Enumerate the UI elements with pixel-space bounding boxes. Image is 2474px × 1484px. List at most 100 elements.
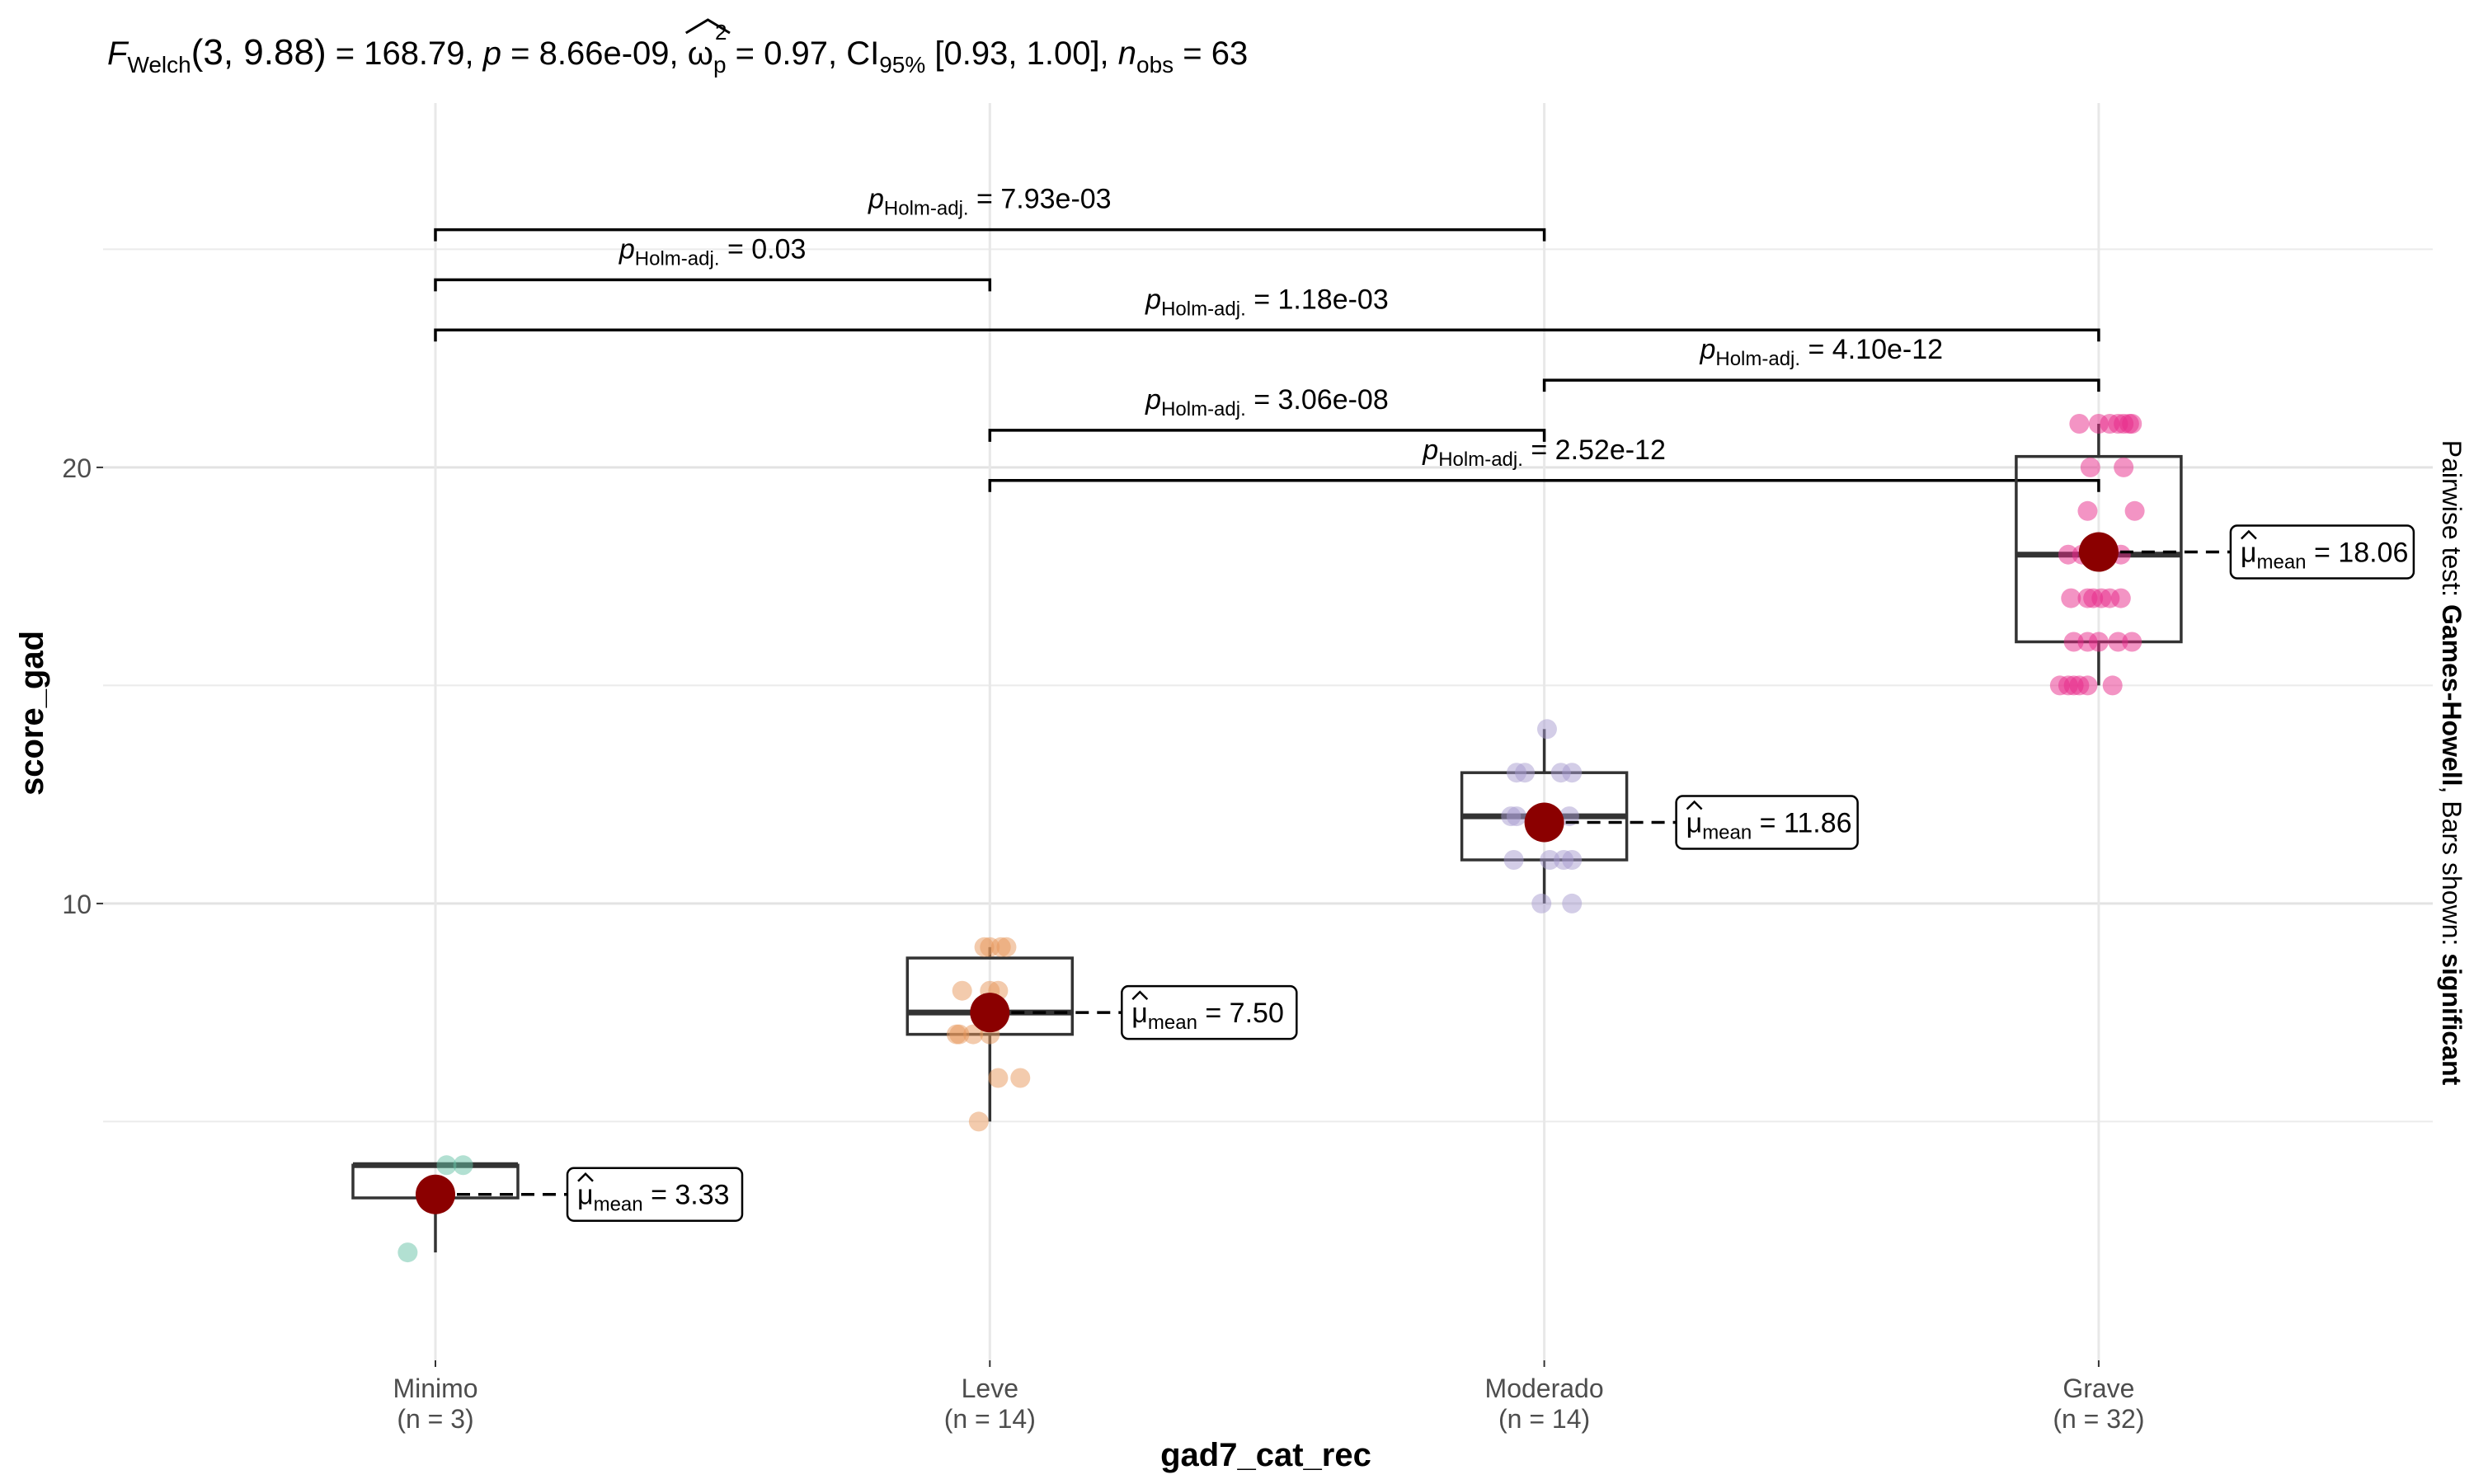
data-point [1562, 893, 1583, 913]
title-omega-sub: p [713, 52, 727, 77]
y-axis-title: score_gad [14, 631, 50, 796]
data-point [1531, 893, 1552, 913]
comparison-bracket [434, 228, 1546, 242]
data-point [2069, 414, 2090, 434]
title-n-sub: obs [1136, 52, 1174, 77]
title-omega-hat [684, 18, 731, 35]
data-point [2077, 675, 2098, 696]
data-point [2122, 414, 2142, 434]
data-point [1540, 850, 1560, 870]
data-points [397, 414, 2145, 1263]
data-point [2077, 500, 2098, 521]
title-p-value: = 8.66e-09, [501, 35, 688, 72]
y-tick-label: 20 [62, 453, 92, 483]
title-ci-value: [0.93, 1.00], [925, 35, 1118, 72]
data-point [2063, 632, 2084, 652]
data-point [1506, 806, 1526, 827]
comparison-bracket [988, 429, 1546, 442]
title-n-value: = 63 [1174, 35, 1248, 72]
y-axis: 10 20 [62, 453, 103, 919]
data-point [436, 1155, 457, 1176]
data-point [1562, 763, 1583, 783]
mean-label: μmean = 3.33 [577, 1180, 730, 1216]
caption-prefix: Pairwise test: [2437, 440, 2467, 604]
comparison-brackets: pHolm-adj. = 7.93e-03 pHolm-adj. = 0.03 pH… [434, 184, 2100, 492]
comparison-label: pHolm-adj. = 1.18e-03 [1145, 284, 1389, 320]
title-stat: = 168.79, [327, 35, 483, 72]
chart-title: FWelch(3, 9.88) = 168.79, p = 8.66e-09, … [107, 32, 1248, 77]
comparison-label: pHolm-adj. = 0.03 [618, 233, 807, 270]
x-tick-label: Moderado [1485, 1374, 1604, 1403]
data-point [988, 1068, 1009, 1088]
mean-hat [577, 1172, 594, 1182]
data-point [2080, 457, 2100, 477]
mean-label-box [1675, 795, 1859, 850]
data-point [2102, 675, 2123, 696]
title-p: p [482, 35, 501, 72]
x-tick-label: Leve [962, 1374, 1018, 1403]
data-point [2110, 588, 2131, 608]
data-point [963, 1024, 984, 1045]
mean-point [416, 1174, 455, 1214]
title-df: (3, 9.88) [191, 32, 327, 73]
x-tick-count: (n = 14) [944, 1404, 1036, 1434]
data-point [2061, 588, 2081, 608]
comparison-bracket [434, 278, 992, 292]
mean-hat [1131, 990, 1149, 1001]
x-tick-count: (n = 14) [1498, 1404, 1590, 1434]
data-point [2124, 500, 2145, 521]
x-tick-label: Minimo [393, 1374, 477, 1403]
x-tick-count: (n = 3) [397, 1404, 473, 1434]
title-f: F [107, 35, 129, 72]
comparison-bracket [434, 328, 2100, 342]
data-point [949, 1024, 970, 1045]
caption-test: Games-Howell [2437, 604, 2467, 787]
data-point [996, 937, 1017, 957]
x-axis: Minimo(n = 3)Leve(n = 14)Moderado(n = 14… [393, 1360, 2144, 1434]
data-point [1536, 719, 1557, 740]
comparison-bracket [1542, 378, 2100, 392]
comparison-bracket [988, 479, 2100, 492]
mean-annotations: μmean = 3.33 μmean = 7.50 μmean = 11.86 μme… [416, 524, 2415, 1222]
data-point [1515, 763, 1536, 783]
caption-shown: significant [2437, 953, 2467, 1085]
caption-middle: , Bars shown: [2437, 786, 2467, 953]
mean-label: μmean = 7.50 [1131, 998, 1284, 1034]
mean-point [1524, 802, 1564, 843]
data-point [2108, 632, 2128, 652]
data-point [2114, 457, 2134, 477]
title-n: n [1118, 35, 1136, 72]
comparison-label: pHolm-adj. = 4.10e-12 [1699, 334, 1943, 370]
data-point [1010, 1068, 1031, 1088]
data-point [2088, 632, 2109, 652]
mean-label: μmean = 18.06 [2241, 538, 2408, 574]
data-point [453, 1155, 473, 1176]
mean-label-box [2229, 524, 2415, 580]
title-omega: ω [688, 35, 713, 72]
data-point [952, 980, 972, 1001]
mean-label: μmean = 11.86 [1686, 808, 1852, 844]
caption: Pairwise test: Games-Howell, Bars shown:… [2437, 440, 2467, 1086]
data-point [968, 1111, 989, 1132]
mean-point [2078, 532, 2119, 572]
title-omega-value: = 0.97, CI [727, 35, 880, 72]
comparison-label: pHolm-adj. = 2.52e-12 [1422, 434, 1666, 471]
data-point [2122, 632, 2142, 652]
data-point [1503, 850, 1524, 870]
mean-point [970, 993, 1010, 1033]
title-f-sub: Welch [127, 52, 190, 77]
mean-label-box [1121, 984, 1298, 1040]
x-tick-label: Grave [2062, 1374, 2134, 1403]
mean-hat [2241, 529, 2257, 540]
comparison-label: pHolm-adj. = 7.93e-03 [868, 184, 1112, 220]
data-point [2058, 544, 2078, 565]
comparison-label: pHolm-adj. = 3.06e-08 [1145, 384, 1389, 420]
x-tick-count: (n = 32) [2053, 1404, 2144, 1434]
data-point [1562, 850, 1583, 870]
mean-hat [1686, 800, 1703, 810]
x-axis-title: gad7_cat_rec [1160, 1437, 1371, 1473]
title-omega-sup: 2 [715, 20, 727, 45]
grid [103, 103, 2433, 1360]
